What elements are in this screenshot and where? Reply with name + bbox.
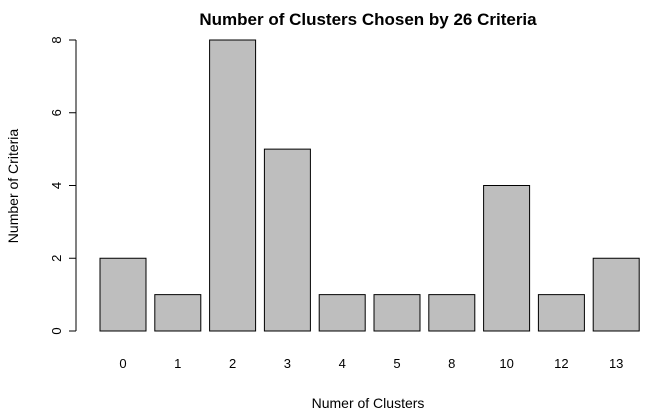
x-axis-label: Numer of Clusters [312,395,425,411]
bars [99,39,640,332]
y-tick-label: 6 [49,109,64,116]
y-tick-label: 4 [49,182,64,189]
x-tick-label: 13 [609,356,623,371]
x-tick-label: 5 [393,356,400,371]
x-tick-label: 10 [499,356,513,371]
y-axis: 0 2 4 6 8 [49,36,77,335]
x-tick-label: 1 [174,356,181,371]
bar-2 [209,39,257,332]
x-tick-label: 2 [229,356,236,371]
x-tick-label: 4 [339,356,346,371]
bar-12 [537,294,585,332]
x-tick-label: 8 [448,356,455,371]
x-tick-label: 12 [554,356,568,371]
y-tick-label: 8 [49,36,64,43]
bar-4 [318,294,366,332]
bar-5 [373,294,421,332]
x-tick-label: 3 [284,356,291,371]
y-tick-label: 2 [49,255,64,262]
bar-1 [154,294,202,332]
x-tick-label: 0 [119,356,126,371]
bar-3 [263,148,311,332]
bar-13 [592,257,640,332]
bar-10 [483,185,531,332]
bar-0 [99,257,147,332]
chart-title: Number of Clusters Chosen by 26 Criteria [199,10,537,29]
y-tick-label: 0 [49,327,64,334]
bar-8 [428,294,476,332]
x-tick-labels: 0 1 2 3 4 5 8 10 12 13 [119,356,623,371]
y-axis-label: Number of Criteria [5,129,21,244]
